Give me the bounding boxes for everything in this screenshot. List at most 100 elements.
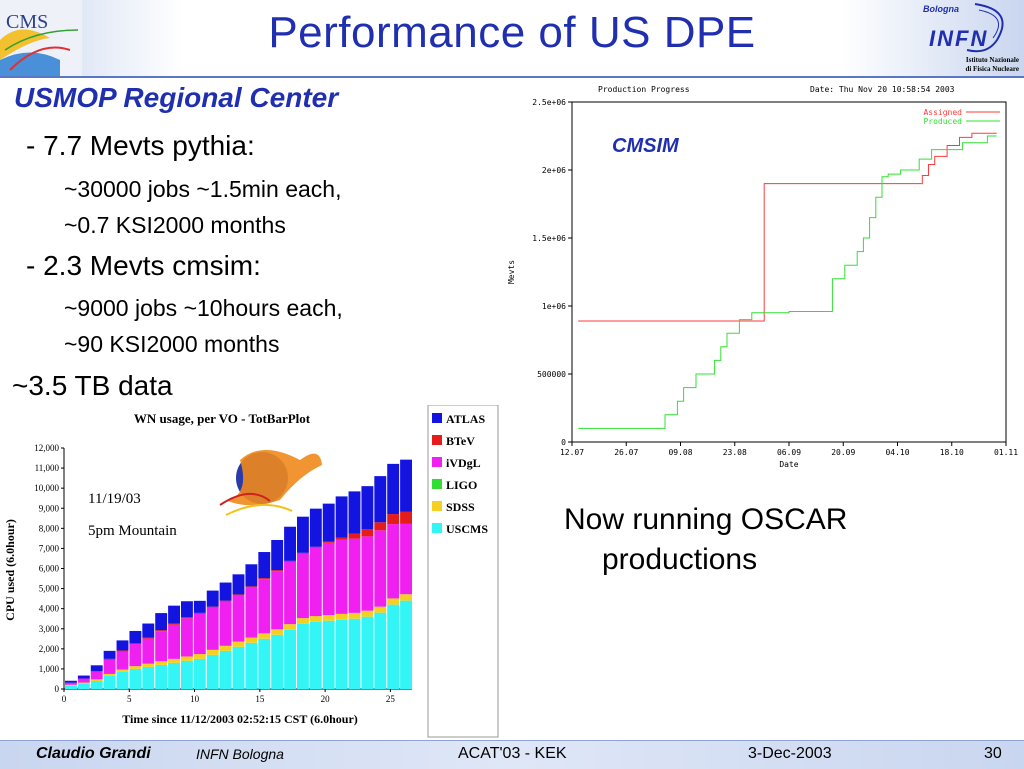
cmsim-label: CMSIM: [612, 135, 680, 157]
wn-bar-sdss: [206, 649, 219, 655]
cms-logo-text: CMS: [6, 11, 48, 33]
wn-y-tick-label: 2,000: [39, 644, 60, 654]
wn-bar-sdss: [245, 637, 258, 643]
wn-bar-btev: [361, 529, 374, 537]
wn-bar-ivdgl: [271, 571, 284, 630]
phoenix-logo: [219, 450, 322, 516]
wn-bar-sdss: [155, 661, 168, 665]
wn-bar-uscms: [271, 634, 284, 689]
wn-bar-uscms: [232, 646, 245, 689]
wn-bar-atlas: [271, 539, 284, 571]
wn-bar-sdss: [400, 594, 412, 601]
wn-bar-sdss: [258, 633, 271, 639]
wn-bar-ivdgl: [90, 671, 103, 680]
wn-bar-uscms: [181, 660, 193, 689]
wn-bar-sdss: [348, 612, 361, 619]
wn-bar-uscms: [284, 629, 296, 689]
wn-bar-uscms: [335, 619, 348, 689]
wn-bar-ivdgl: [335, 539, 348, 614]
prod-x-tick-label: 04.10: [885, 448, 909, 457]
wn-bar-btev: [271, 570, 284, 572]
wn-bar-atlas: [129, 630, 142, 644]
wn-bar-btev: [168, 623, 180, 625]
prod-y-axis-label: Mevts: [507, 260, 516, 284]
footer-institution: INFN Bologna: [196, 746, 284, 762]
data-total: ~3.5 TB data: [12, 370, 173, 401]
wn-bar-uscms: [322, 620, 335, 689]
prod-y-tick-label: 1e+06: [542, 302, 566, 311]
wn-bar-btev: [181, 617, 193, 619]
wn-bar-sdss: [232, 641, 245, 647]
svg-text:Istituto Nazionale: Istituto Nazionale: [966, 56, 1019, 64]
wn-bar-atlas: [297, 516, 309, 553]
wn-bar-btev: [322, 541, 335, 543]
footer-date: 3-Dec-2003: [748, 745, 832, 762]
svg-text:INFN: INFN: [929, 26, 988, 51]
wn-bar-sdss: [193, 654, 206, 659]
footer-conference: ACAT'03 - KEK: [458, 745, 567, 762]
wn-bar-sdss: [103, 673, 116, 676]
wn-bar-atlas: [103, 650, 116, 659]
wn-bar-sdss: [284, 624, 296, 630]
wn-bar-sdss: [129, 666, 142, 669]
wn-bar-atlas: [90, 665, 103, 672]
wn-bar-atlas: [219, 582, 232, 601]
wn-bar-sdss: [387, 598, 400, 605]
wn-bar-sdss: [142, 663, 155, 667]
prod-x-tick-label: 18.10: [940, 448, 964, 457]
wn-y-tick-label: 9,000: [39, 503, 60, 513]
wn-bar-ivdgl: [142, 638, 155, 664]
cms-logo: CMS: [0, 0, 82, 76]
wn-bar-ivdgl: [284, 561, 296, 625]
wn-bar-uscms: [103, 675, 116, 689]
wn-bar-uscms: [168, 662, 180, 689]
wn-bar-ivdgl: [168, 624, 180, 659]
bullet-pythia: - 7.7 Mevts pythia:: [26, 130, 255, 161]
wn-bar-sdss: [297, 618, 309, 624]
wn-bar-atlas: [361, 486, 374, 530]
prod-y-tick-label: 2e+06: [542, 166, 566, 175]
wn-bar-uscms: [245, 642, 258, 689]
wn-bar-atlas: [322, 503, 335, 542]
wn-bar-sdss: [361, 610, 374, 617]
wn-y-tick-label: 11,000: [35, 463, 60, 473]
wn-bar-ivdgl: [322, 542, 335, 616]
prod-series-assigned: [578, 132, 997, 322]
wn-bar-sdss: [322, 615, 335, 621]
wn-bar-ivdgl: [361, 536, 374, 611]
wn-bar-atlas: [181, 601, 193, 618]
wn-bar-uscms: [206, 654, 219, 689]
wn-bar-atlas: [400, 459, 412, 512]
prod-x-tick-label: 09.08: [668, 448, 692, 457]
wn-bar-uscms: [309, 621, 322, 689]
wn-x-tick-label: 15: [255, 694, 265, 704]
wn-bar-atlas: [155, 613, 168, 631]
wn-bar-uscms: [193, 658, 206, 689]
wn-bar-ivdgl: [245, 587, 258, 638]
wn-bar-atlas: [77, 675, 90, 679]
wn-bar-btev: [232, 594, 245, 596]
wn-x-tick-label: 25: [386, 694, 396, 704]
wn-bar-uscms: [387, 604, 400, 689]
prod-x-tick-label: 06.09: [777, 448, 801, 457]
wn-bar-atlas: [387, 463, 400, 515]
prod-series-produced: [578, 135, 997, 429]
wn-bar-uscms: [77, 683, 90, 689]
prod-chart-title: Production Progress: [598, 85, 690, 94]
wn-bar-sdss: [219, 645, 232, 651]
wn-bar-btev: [219, 600, 232, 602]
wn-bar-uscms: [142, 666, 155, 689]
oscar-note: Now running OSCAR productions: [564, 500, 847, 580]
wn-bar-btev: [245, 586, 258, 588]
prod-x-axis-label: Date: [779, 460, 798, 469]
footer-page-number: 30: [984, 745, 1002, 762]
wn-usage-chart: WN usage, per VO - TotBarPlot 0 1,000 2,00…: [0, 405, 500, 740]
wn-bar-uscms: [361, 616, 374, 689]
wn-bar-atlas: [206, 590, 219, 607]
wn-bar-uscms: [374, 612, 387, 689]
slide-footer: Claudio Grandi INFN Bologna ACAT'03 - KE…: [0, 740, 1024, 769]
wn-bar-btev: [284, 560, 296, 562]
wn-bar-ivdgl: [65, 682, 77, 685]
svg-text:di Fisica Nucleare: di Fisica Nucleare: [965, 65, 1019, 73]
wn-legend-swatch: [432, 523, 442, 533]
